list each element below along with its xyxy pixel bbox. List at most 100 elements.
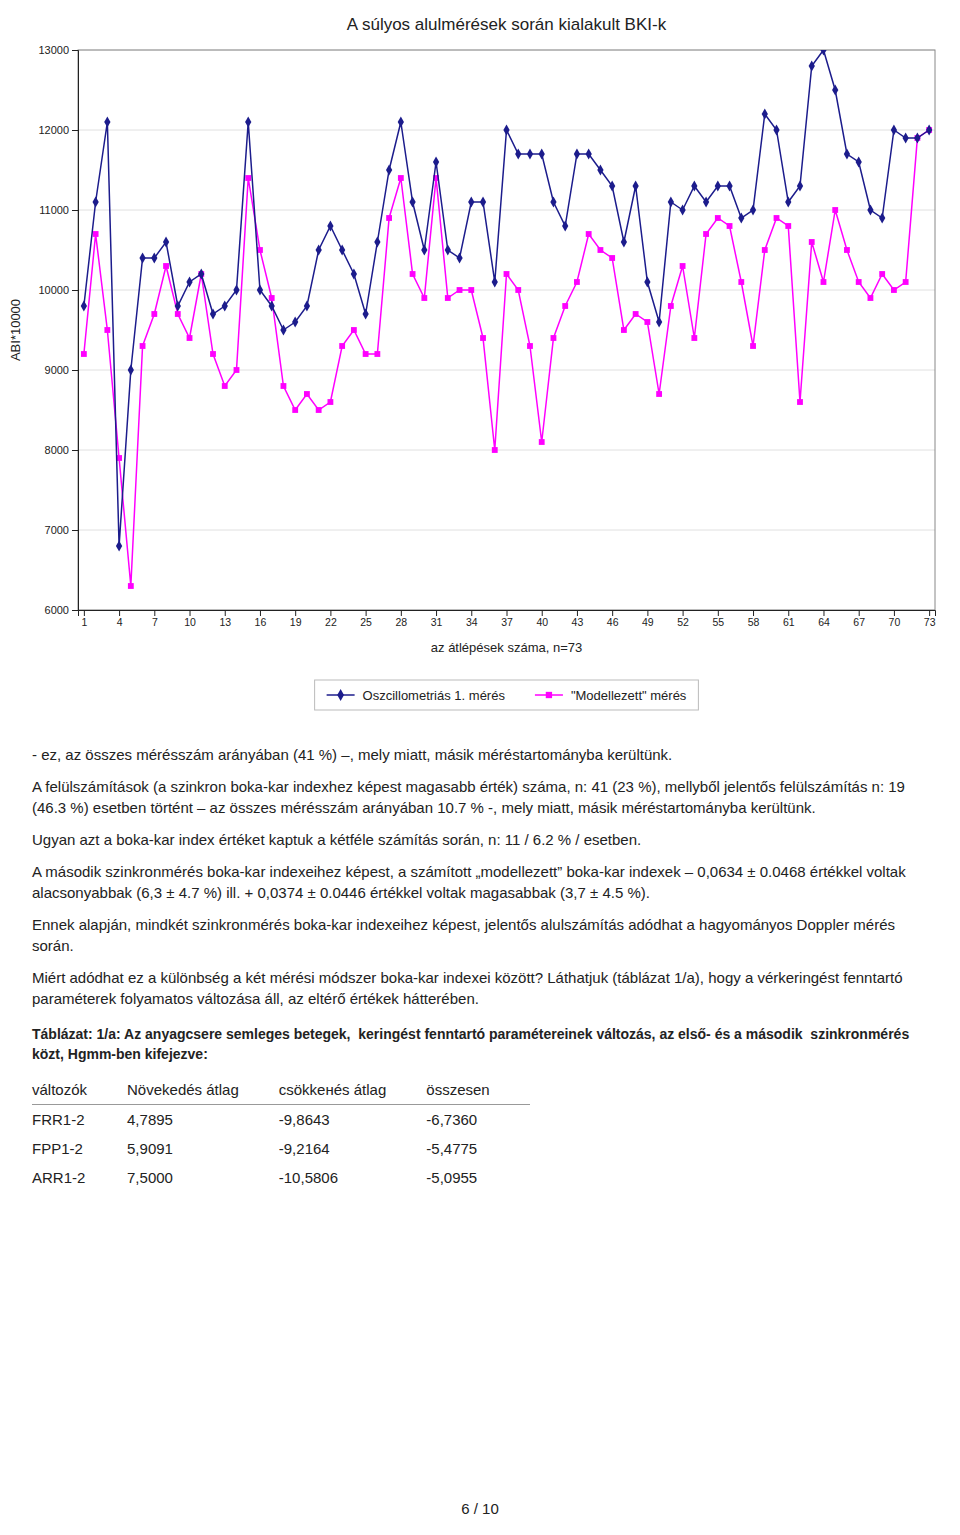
y-tick: 7000 (45, 524, 78, 536)
paragraph: A felülszámítások (a szinkron boka-kar i… (32, 776, 928, 818)
series (81, 50, 933, 551)
data-point (785, 197, 791, 208)
data-point (586, 149, 592, 160)
x-tick: 61 (783, 610, 795, 628)
data-point (504, 271, 510, 277)
page-text: - ez, az összes mérésszám arányában (41 … (0, 744, 960, 1192)
x-tick-label: 4 (117, 616, 123, 628)
table-cell: FPP1-2 (32, 1134, 127, 1163)
data-point (609, 181, 615, 192)
x-tick: 22 (325, 610, 337, 628)
data-point (574, 279, 580, 285)
data-point (480, 197, 486, 208)
page-number: 6 / 10 (0, 1500, 960, 1517)
y-axis-line (72, 51, 79, 611)
data-point (703, 197, 709, 208)
legend-item: Oszcillometriás 1. mérés (327, 688, 506, 703)
data-point (93, 231, 99, 237)
x-tick-mark (119, 610, 120, 616)
x-tick-mark (471, 610, 472, 616)
data-point (339, 245, 345, 256)
x-tick-mark (507, 610, 508, 616)
x-tick: 40 (536, 610, 548, 628)
data-point (374, 237, 380, 248)
marks (81, 50, 933, 589)
x-tick-label: 55 (712, 616, 724, 628)
data-point (903, 133, 909, 144)
data-point (551, 335, 557, 341)
data-point (867, 205, 873, 216)
data-point (151, 253, 157, 264)
y-tick-label: 9000 (45, 364, 69, 376)
data-point (680, 263, 686, 269)
x-tick-mark (84, 610, 85, 616)
x-tick: 31 (431, 610, 443, 628)
data-point (644, 319, 650, 325)
x-tick-mark (330, 610, 331, 616)
data-point (292, 407, 298, 413)
table-header: csökkенés átlag (279, 1075, 427, 1105)
legend-item: "Modellezett" mérés (535, 688, 687, 703)
x-tick-mark (823, 610, 824, 616)
data-point (245, 175, 251, 181)
paragraph: Ugyan azt a boka-kar index értéket kaptu… (32, 829, 928, 850)
x-tick-label: 70 (889, 616, 901, 628)
paragraph: Miért adódhat ez a különbség a két mérés… (32, 967, 928, 1009)
x-tick-mark (295, 610, 296, 616)
x-tick-label: 37 (501, 616, 513, 628)
data-point (398, 117, 404, 128)
x-tick-mark (225, 610, 226, 616)
y-tick-label: 12000 (38, 124, 69, 136)
data-point (445, 295, 451, 301)
data-point (445, 245, 451, 256)
data-point (562, 303, 568, 309)
data-point (433, 157, 439, 168)
chart-svg: A súlyos alulmérések során kialakult BKI… (0, 0, 960, 740)
data-point (703, 231, 709, 237)
data-point (668, 197, 674, 208)
data-point (139, 253, 145, 264)
data-point (222, 301, 228, 312)
x-tick-mark (190, 610, 191, 616)
data-point (809, 239, 815, 245)
data-point (222, 383, 228, 389)
table-header: változók (32, 1075, 127, 1105)
x-tick-label: 34 (466, 616, 478, 628)
x-tick-label: 25 (360, 616, 372, 628)
data-point (104, 117, 110, 128)
data-point (550, 197, 556, 208)
series (81, 127, 932, 589)
x-tick: 7 (152, 610, 158, 628)
x-tick-label: 19 (290, 616, 302, 628)
y-tick: 13000 (38, 44, 78, 56)
data-point (891, 125, 897, 136)
data-point (81, 301, 87, 312)
y-tick-label: 8000 (45, 444, 69, 456)
data-point (175, 301, 181, 312)
data-point (809, 61, 815, 72)
x-tick-label: 58 (748, 616, 760, 628)
paragraph: A második szinkronmérés boka-kar indexei… (32, 861, 928, 903)
paragraph: - ez, az összes mérésszám arányában (41 … (32, 744, 928, 765)
data-point (762, 109, 768, 120)
data-point (269, 295, 275, 301)
x-tick-label: 10 (184, 616, 196, 628)
grid-line (78, 370, 935, 371)
x-tick: 64 (818, 610, 830, 628)
x-tick-mark (366, 610, 367, 616)
y-tick-mark (72, 450, 78, 451)
table-header: összesen (426, 1075, 529, 1105)
data-point (879, 271, 885, 277)
data-point (574, 149, 580, 160)
data-point (515, 149, 521, 160)
data-point (797, 399, 803, 405)
y-tick: 12000 (38, 124, 78, 136)
y-tick-label: 6000 (45, 604, 69, 616)
x-tick-mark (436, 610, 437, 616)
data-point (539, 439, 545, 445)
data-point (92, 197, 98, 208)
data-point (280, 325, 286, 336)
y-grid (78, 50, 935, 610)
series-line (84, 130, 929, 586)
x-tick-mark (612, 610, 613, 616)
